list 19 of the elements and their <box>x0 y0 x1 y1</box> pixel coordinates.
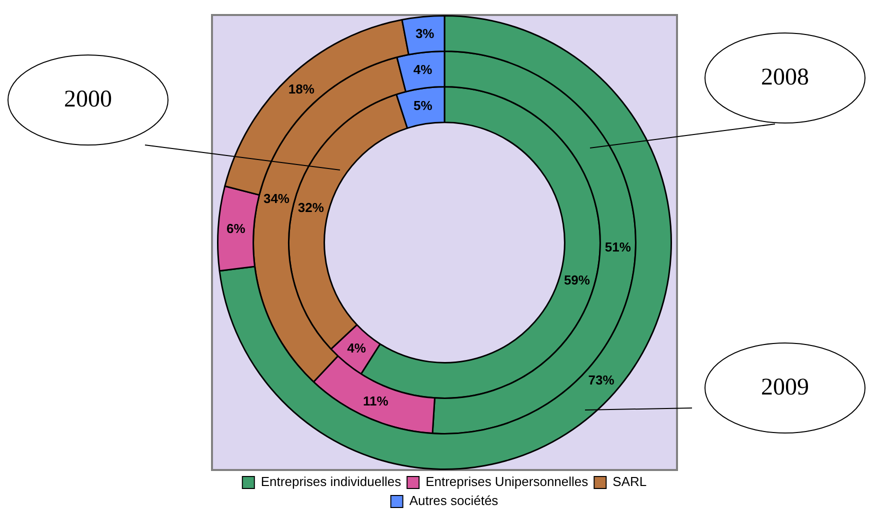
data-label: 18% <box>288 82 315 97</box>
legend-label: Autres sociétés <box>409 493 499 508</box>
data-label: 3% <box>415 26 435 42</box>
text: 2009 <box>761 374 809 400</box>
legend-label: Entreprises individuelles <box>260 474 402 490</box>
data-label: 59% <box>564 272 590 288</box>
legend-label: SARL <box>612 474 647 490</box>
data-label: 6% <box>226 220 246 236</box>
data-label: 11% <box>362 393 389 408</box>
data-label: 73% <box>588 372 615 388</box>
data-label: 51% <box>604 240 632 255</box>
data-label: 34% <box>263 190 290 206</box>
data-label: 4% <box>347 340 366 356</box>
data-label: 32% <box>298 200 324 215</box>
legend-label: Entreprises Unipersonnelles <box>426 474 589 490</box>
text: 2008 <box>761 64 809 90</box>
text: 2000 <box>64 86 112 112</box>
data-label: 5% <box>414 98 433 113</box>
data-label: 4% <box>413 62 433 77</box>
